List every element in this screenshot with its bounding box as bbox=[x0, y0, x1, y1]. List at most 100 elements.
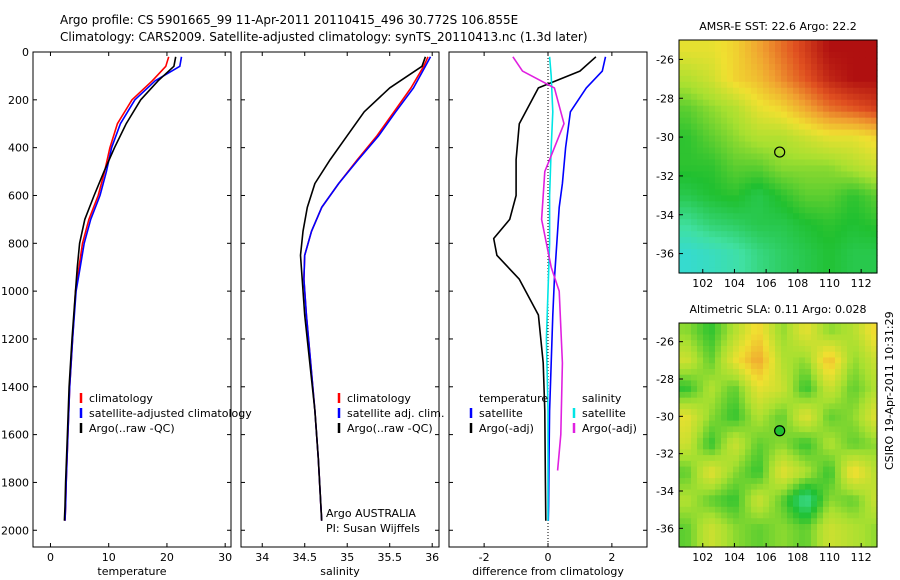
sla_map-cell bbox=[811, 414, 818, 422]
sla_map-cell bbox=[835, 455, 842, 462]
sst_map-cell bbox=[835, 225, 842, 232]
sst_map-cell bbox=[721, 141, 728, 149]
sst_map-cell bbox=[715, 183, 722, 190]
sla_map-cell bbox=[787, 432, 794, 439]
sla_map-cell bbox=[733, 478, 740, 485]
sla_map-cell bbox=[841, 478, 848, 485]
sst_map-cell bbox=[817, 129, 824, 137]
sst_map-cell bbox=[721, 81, 728, 89]
sst_map-cell bbox=[769, 201, 776, 208]
sst_map-cell bbox=[769, 261, 776, 268]
sst_map-cell bbox=[679, 219, 686, 226]
sst_map-cell bbox=[739, 261, 746, 268]
sst_map-cell bbox=[709, 231, 716, 238]
sst_map-cell bbox=[703, 40, 710, 47]
sla_map-cell bbox=[685, 437, 692, 445]
sla_map-cell bbox=[793, 374, 800, 382]
sla_map-cell bbox=[757, 506, 764, 514]
sla_map-cell bbox=[757, 397, 764, 405]
sla_map-xtick-label: 104 bbox=[724, 551, 745, 564]
sst_map-cell bbox=[853, 57, 860, 65]
sla_map-cell bbox=[781, 449, 788, 456]
sst_map-cell bbox=[775, 249, 782, 256]
sla_map-cell bbox=[775, 391, 782, 399]
sst_map-cell bbox=[829, 45, 836, 53]
sst_map-cell bbox=[841, 243, 848, 250]
sst_map-cell bbox=[835, 255, 842, 262]
sst_map-cell bbox=[859, 135, 866, 143]
sst_map-cell bbox=[811, 57, 818, 65]
sla_map-cell bbox=[787, 449, 794, 456]
sla_map-cell bbox=[775, 495, 782, 502]
sla_map-cell bbox=[721, 386, 728, 393]
sst_map-cell bbox=[727, 225, 734, 232]
sst_map-cell bbox=[799, 147, 806, 155]
sst_map-cell bbox=[793, 129, 800, 137]
sla_map-cell bbox=[709, 541, 716, 548]
sst_map-cell bbox=[853, 249, 860, 256]
sla_map-cell bbox=[691, 483, 698, 491]
sst_map-cell bbox=[793, 159, 800, 167]
sla_map-cell bbox=[787, 363, 794, 370]
sst_map-cell bbox=[733, 40, 740, 47]
sst_map-cell bbox=[811, 123, 818, 131]
sla_map-cell bbox=[679, 368, 686, 376]
sst_map-cell bbox=[847, 57, 854, 65]
panel-sst_map: AMSR-E SST: 22.6 Argo: 22.2-26-28-30-32-… bbox=[656, 20, 878, 290]
sla_map-cell bbox=[679, 323, 686, 330]
sla_map-cell bbox=[823, 363, 830, 370]
sla_map-cell bbox=[847, 357, 854, 364]
sla_map-cell bbox=[757, 535, 764, 542]
sst_map-cell bbox=[769, 57, 776, 65]
sla_map-cell bbox=[775, 541, 782, 548]
sla_map-cell bbox=[853, 495, 860, 502]
sla_map-cell bbox=[733, 506, 740, 514]
sla_map-cell bbox=[679, 380, 686, 387]
sla_map-cell bbox=[757, 489, 764, 496]
sst_map-cell bbox=[757, 40, 764, 47]
sla_map-cell bbox=[727, 472, 734, 479]
sst_map-cell bbox=[817, 93, 824, 101]
sst_map-cell bbox=[805, 51, 812, 59]
sla_map-cell bbox=[847, 495, 854, 502]
sla_map-cell bbox=[703, 323, 710, 330]
sst_map-cell bbox=[721, 177, 728, 184]
sla_map-cell bbox=[697, 449, 704, 456]
sla_map-cell bbox=[799, 409, 806, 416]
sla_map-cell bbox=[679, 495, 686, 502]
sla_map-cell bbox=[691, 420, 698, 427]
sla_map-cell bbox=[721, 524, 728, 531]
sst_map-cell bbox=[775, 201, 782, 208]
sst_map-cell bbox=[703, 195, 710, 202]
sst_map-cell bbox=[727, 195, 734, 202]
sst_map-cell bbox=[811, 219, 818, 226]
sla_map-xtick-label: 112 bbox=[851, 551, 872, 564]
sla_map-cell bbox=[691, 323, 698, 330]
sst_map-cell bbox=[775, 261, 782, 268]
sst_map-cell bbox=[811, 69, 818, 77]
sla_map-cell bbox=[871, 478, 878, 485]
sst_map-cell bbox=[835, 135, 842, 143]
sst_map-cell bbox=[847, 141, 854, 149]
sla_map-cell bbox=[871, 432, 878, 439]
sla_map-cell bbox=[679, 455, 686, 462]
sla_map-cell bbox=[775, 466, 782, 473]
sst_map-cell bbox=[793, 243, 800, 250]
sst_map-cell bbox=[727, 213, 734, 220]
sst_map-cell bbox=[793, 57, 800, 65]
sla_map-cell bbox=[805, 323, 812, 330]
sla_map-cell bbox=[841, 432, 848, 439]
temperature-ytick-label: 1200 bbox=[1, 333, 29, 346]
sla_map-cell bbox=[865, 386, 872, 393]
sst_map-cell bbox=[841, 267, 848, 274]
sla_map-cell bbox=[817, 420, 824, 427]
sla_map-cell bbox=[817, 518, 824, 525]
sst_map-cell bbox=[853, 237, 860, 244]
sst_map-cell bbox=[859, 153, 866, 161]
sla_map-cell bbox=[823, 460, 830, 468]
sla_map-cell bbox=[835, 437, 842, 445]
sst_map-cell bbox=[847, 261, 854, 268]
sla_map-cell bbox=[703, 518, 710, 525]
sst_map-cell bbox=[697, 40, 704, 47]
sst_map-cell bbox=[829, 63, 836, 71]
